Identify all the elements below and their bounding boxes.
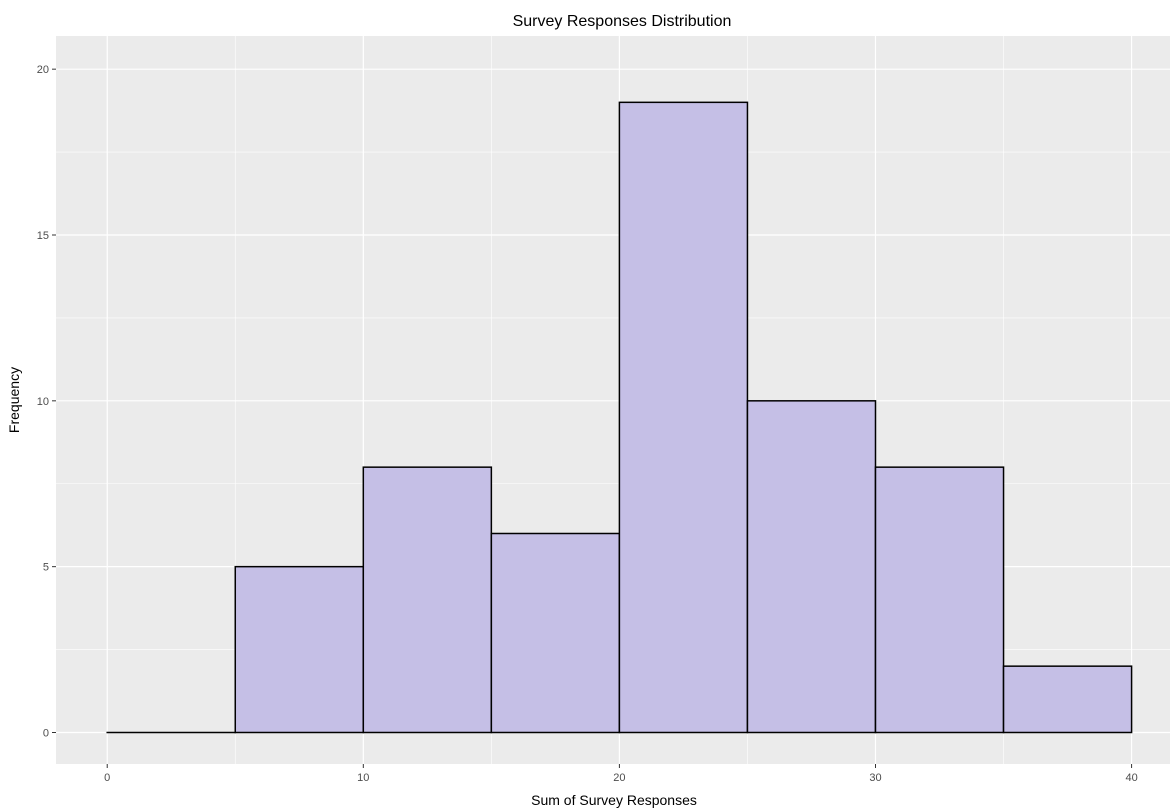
histogram-bar-2 <box>362 466 493 734</box>
histogram-bar-1 <box>234 565 365 734</box>
x-axis-title: Sum of Survey Responses <box>531 792 697 808</box>
x-tick-label: 10 <box>357 772 369 784</box>
y-axis-ticks: 0 5 10 15 20 <box>37 64 56 739</box>
histogram-bar-6 <box>874 466 1005 734</box>
y-tick-label: 20 <box>37 64 49 76</box>
x-axis-ticks: 0 10 20 30 40 <box>104 764 1138 784</box>
y-axis-title: Frequency <box>6 367 22 433</box>
histogram-bars <box>106 101 1133 734</box>
x-tick-label: 30 <box>869 772 881 784</box>
x-tick-label: 0 <box>104 772 110 784</box>
histogram-bar-3 <box>490 532 621 734</box>
y-tick-label: 5 <box>43 562 49 574</box>
histogram-bar-5 <box>746 400 877 734</box>
x-tick-label: 40 <box>1125 772 1137 784</box>
histogram-bar-7 <box>1002 665 1133 734</box>
x-tick-label: 20 <box>613 772 625 784</box>
y-tick-label: 10 <box>37 396 49 408</box>
chart-title: Survey Responses Distribution <box>513 13 732 30</box>
y-tick-label: 0 <box>43 727 49 739</box>
y-tick-label: 15 <box>37 230 49 242</box>
histogram-bar-4 <box>618 101 749 734</box>
